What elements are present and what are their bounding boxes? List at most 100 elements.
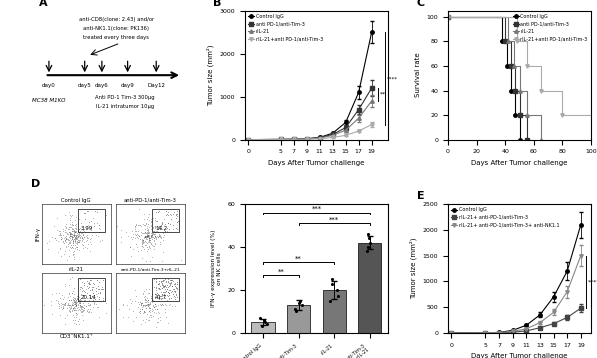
Point	[69, 236, 79, 242]
Point	[77, 303, 87, 309]
Point	[169, 293, 179, 299]
Point	[149, 234, 158, 240]
Point	[63, 313, 72, 318]
Point	[72, 232, 82, 237]
Point	[67, 222, 77, 228]
Point	[141, 235, 150, 241]
Point	[77, 226, 87, 232]
Point	[67, 234, 77, 240]
Point	[60, 251, 69, 256]
Point	[150, 233, 160, 238]
Point	[151, 224, 161, 230]
Point	[148, 262, 158, 268]
Point	[55, 231, 64, 237]
Point	[74, 238, 84, 244]
Point	[143, 222, 153, 227]
Text: IL-21 intratumor 10μg: IL-21 intratumor 10μg	[96, 103, 154, 108]
Point	[168, 211, 177, 217]
Point	[70, 228, 79, 234]
Point	[69, 232, 79, 238]
Point	[65, 212, 75, 218]
Point	[75, 232, 84, 238]
Point	[84, 308, 94, 314]
Point	[158, 289, 168, 295]
Point	[145, 301, 155, 307]
Point	[170, 294, 180, 300]
Point	[159, 216, 169, 222]
Point	[64, 229, 73, 235]
Point	[144, 235, 154, 241]
Point	[93, 221, 102, 226]
Point	[83, 235, 93, 241]
Point	[173, 208, 182, 214]
Point	[77, 289, 87, 294]
Point	[76, 300, 85, 306]
Point	[69, 231, 79, 237]
Point	[64, 240, 74, 245]
Point	[146, 293, 156, 299]
Point	[71, 234, 81, 240]
Point	[148, 228, 158, 233]
Y-axis label: Tumor size (mm²): Tumor size (mm²)	[207, 44, 214, 106]
Point	[85, 280, 94, 286]
Point	[164, 226, 173, 232]
Point	[161, 221, 170, 227]
Text: ****: ****	[588, 279, 597, 284]
Point	[171, 285, 181, 290]
Point	[151, 285, 161, 291]
Point	[150, 304, 159, 309]
Point	[140, 229, 150, 235]
Point	[82, 309, 92, 314]
Point	[72, 230, 82, 236]
Point	[54, 303, 63, 309]
Point	[163, 320, 173, 326]
Point	[76, 304, 86, 309]
Point	[146, 222, 156, 228]
Point	[136, 306, 145, 312]
Point	[65, 222, 75, 227]
Point	[69, 228, 78, 234]
Point	[71, 223, 81, 229]
Point	[133, 231, 142, 237]
Point	[171, 212, 181, 217]
Point	[81, 303, 91, 309]
Point	[147, 236, 156, 242]
Point	[156, 279, 166, 284]
Point	[44, 246, 53, 251]
Point	[162, 211, 172, 217]
Point	[141, 233, 151, 239]
Point	[170, 288, 180, 294]
Point	[71, 297, 81, 303]
Point	[69, 263, 78, 269]
Point	[61, 224, 70, 230]
Point	[156, 293, 166, 299]
Point	[144, 228, 153, 233]
Point	[81, 233, 91, 239]
Point	[140, 233, 150, 238]
Point	[166, 217, 176, 222]
Point	[170, 296, 179, 301]
Point	[131, 221, 141, 227]
Point	[141, 238, 150, 244]
Point	[140, 227, 150, 232]
Point	[75, 228, 85, 234]
Point	[171, 291, 180, 297]
Point	[70, 317, 79, 323]
Point	[73, 318, 83, 324]
Point	[60, 300, 70, 305]
Point	[149, 276, 159, 282]
Point	[58, 296, 67, 302]
Point	[164, 296, 174, 302]
Point	[59, 301, 68, 307]
Point	[155, 234, 164, 240]
Point	[61, 245, 70, 250]
Y-axis label: IFN-γ: IFN-γ	[35, 227, 41, 241]
Point	[140, 231, 149, 236]
Point	[158, 332, 168, 338]
Point	[141, 220, 150, 226]
Point	[168, 278, 178, 284]
Point	[75, 247, 84, 253]
Point	[93, 290, 103, 296]
Point	[77, 238, 87, 244]
Point	[68, 296, 78, 302]
